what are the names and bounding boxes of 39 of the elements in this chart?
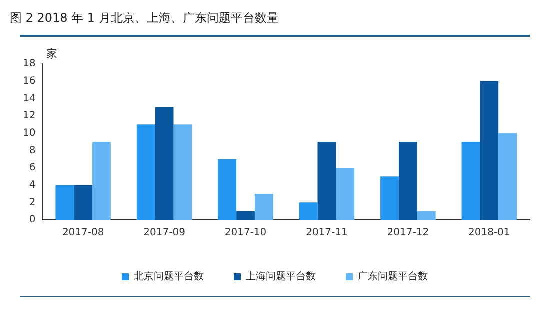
x-tick-label: 2017-08: [62, 228, 104, 239]
y-tick-label: 10: [22, 128, 36, 139]
legend-label: 上海问题平台数: [246, 270, 316, 283]
bar: [480, 81, 499, 220]
y-tick-label: 0: [29, 214, 36, 226]
x-tick-label: 2017-10: [224, 228, 267, 239]
bar: [56, 185, 74, 220]
bar: [254, 194, 274, 220]
bar: [398, 142, 418, 220]
bar: [498, 133, 518, 220]
bar: [318, 142, 336, 220]
y-tick-label: 8: [29, 145, 36, 156]
y-tick-label: 14: [22, 93, 36, 104]
y-tick-label: 2: [29, 197, 36, 208]
bar: [417, 211, 436, 220]
x-tick-label: 2017-09: [144, 228, 186, 239]
y-tick-label: 4: [29, 180, 36, 191]
x-tick-label: 2017-12: [387, 228, 430, 239]
bar: [380, 176, 399, 220]
bar: [155, 107, 174, 220]
bar: [218, 159, 237, 220]
bar: [136, 124, 156, 220]
bar: [74, 185, 93, 220]
chart-title: 图 2 2018 年 1 月北京、上海、广东问题平台数量: [10, 10, 279, 27]
y-tick-label: 6: [29, 162, 36, 174]
y-axis-title: 家: [46, 47, 58, 60]
y-tick-label: 12: [22, 110, 36, 122]
bar: [299, 202, 318, 220]
y-tick-label: 16: [22, 76, 36, 87]
bar: [174, 124, 192, 220]
bar: [336, 168, 355, 220]
bar: [92, 142, 111, 220]
x-tick-label: 2018-01: [468, 228, 510, 239]
x-tick-label: 2017-11: [306, 228, 348, 239]
legend-label: 北京问题平台数: [134, 270, 204, 283]
bar: [236, 211, 255, 220]
legend-label: 广东问题平台数: [358, 270, 428, 283]
y-tick-label: 18: [22, 58, 36, 70]
bar: [462, 142, 480, 220]
